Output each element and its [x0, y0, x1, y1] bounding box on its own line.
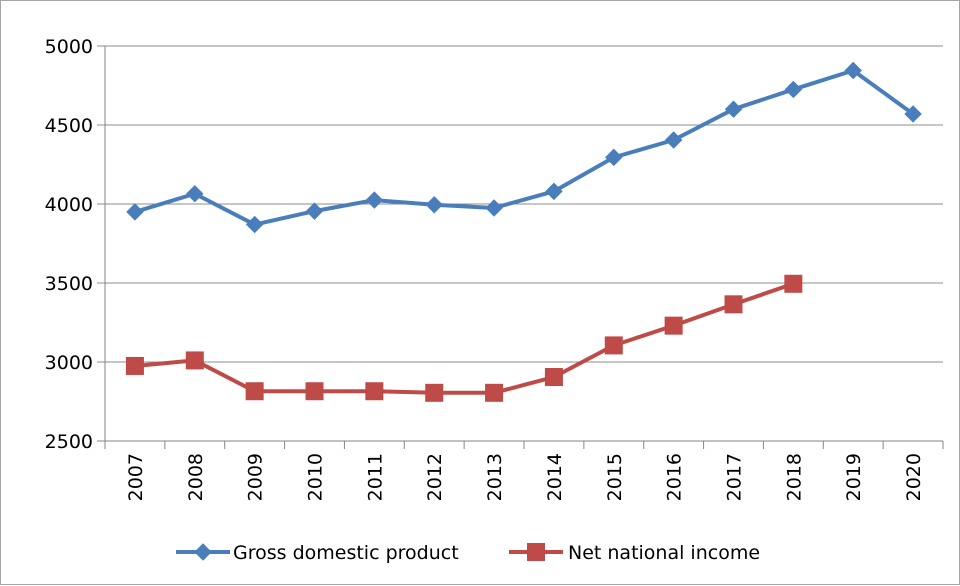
data-point-marker — [784, 80, 803, 99]
x-tick-label: 2019 — [843, 453, 865, 501]
data-point-marker — [425, 196, 443, 214]
series-gross-domestic-product — [126, 61, 922, 234]
data-point-marker — [605, 148, 623, 167]
data-point-marker — [485, 383, 504, 402]
x-tick-label: 2018 — [783, 453, 805, 501]
y-tick-label: 4000 — [45, 194, 93, 216]
y-tick-label: 3000 — [45, 352, 93, 374]
data-point-marker — [365, 382, 384, 401]
x-tick-label: 2012 — [424, 453, 446, 501]
x-tick-label: 2011 — [364, 453, 386, 501]
data-point-marker — [194, 543, 212, 561]
data-point-marker — [365, 191, 384, 209]
series-line — [134, 68, 915, 227]
x-tick-label: 2020 — [903, 453, 925, 501]
data-point-marker — [245, 382, 264, 401]
x-tick-label: 2007 — [125, 453, 147, 501]
y-tick-label: 3500 — [45, 273, 93, 295]
gridlines — [97, 45, 943, 442]
legend-label: Net national income — [568, 542, 760, 564]
series-net-national-income — [125, 274, 803, 402]
series-line — [134, 281, 795, 395]
data-point-marker — [527, 543, 545, 561]
data-point-marker — [485, 199, 503, 217]
x-axis-ticks: 2007 2008 2009 2010 2011 2012 2013 2014 2015 2016… — [104, 441, 944, 501]
legend-item: Gross domestic product — [176, 542, 459, 564]
data-point-marker — [724, 295, 743, 314]
data-point-marker — [245, 215, 264, 234]
data-point-marker — [305, 382, 324, 401]
data-point-marker — [664, 316, 683, 335]
y-axis-ticks: 2500 3000 3500 4000 4500 5000 — [45, 36, 93, 453]
x-tick-label: 2008 — [185, 453, 207, 501]
data-point-marker — [126, 203, 144, 221]
x-tick-label: 2017 — [724, 453, 746, 501]
y-tick-label: 2500 — [45, 431, 93, 453]
data-point-marker — [904, 105, 922, 123]
x-tick-label: 2014 — [544, 453, 566, 501]
data-point-marker — [185, 351, 204, 370]
x-tick-label: 2013 — [484, 453, 506, 501]
y-tick-label: 4500 — [45, 115, 93, 137]
data-point-marker — [186, 185, 204, 203]
data-point-marker — [604, 336, 623, 355]
data-point-marker — [425, 383, 444, 402]
data-point-marker — [784, 274, 803, 293]
legend: Gross domestic product Net national incom… — [176, 542, 760, 564]
data-point-marker — [724, 100, 743, 118]
data-point-marker — [664, 131, 683, 149]
y-tick-label: 5000 — [45, 36, 93, 58]
data-point-marker — [844, 61, 862, 80]
data-point-marker — [305, 202, 324, 220]
x-tick-label: 2015 — [604, 453, 626, 501]
x-tick-label: 2010 — [305, 453, 327, 501]
data-point-marker — [125, 356, 144, 375]
data-point-marker — [545, 182, 563, 201]
legend-label: Gross domestic product — [233, 542, 459, 564]
data-point-marker — [544, 368, 563, 387]
x-tick-label: 2016 — [664, 453, 686, 501]
legend-item: Net national income — [509, 542, 760, 564]
x-tick-label: 2009 — [245, 453, 267, 501]
